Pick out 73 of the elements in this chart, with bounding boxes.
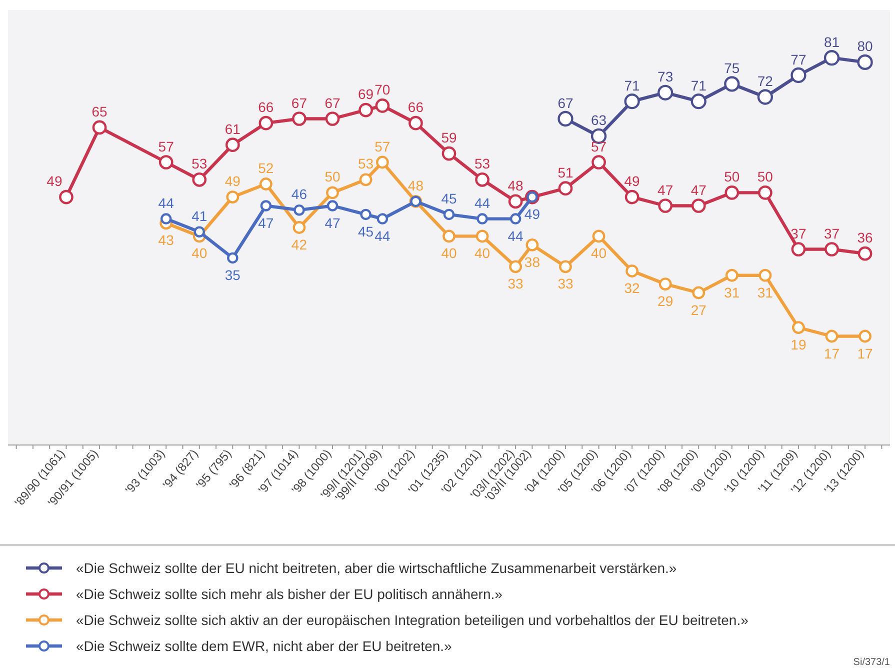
data-label: 57 bbox=[158, 138, 174, 154]
data-label: 42 bbox=[291, 236, 308, 252]
data-label: 49 bbox=[624, 173, 640, 190]
data-label: 61 bbox=[224, 120, 241, 137]
data-label: 70 bbox=[374, 82, 390, 98]
data-label: 47 bbox=[324, 214, 341, 231]
data-label: 48 bbox=[408, 177, 424, 194]
data-label: 40 bbox=[590, 245, 607, 262]
data-label: 33 bbox=[508, 276, 524, 292]
data-label: 29 bbox=[658, 293, 674, 310]
data-label: 80 bbox=[857, 38, 874, 54]
data-label: 50 bbox=[724, 168, 740, 185]
data-label: 69 bbox=[358, 86, 374, 102]
data-label: 72 bbox=[757, 73, 774, 89]
legend-label: «Die Schweiz sollte sich aktiv an der europäischen Integration beteiligen und vorbehaltlos der EU beitreten.» bbox=[76, 612, 749, 628]
text: Si/373/1 bbox=[853, 657, 890, 668]
data-label: 44 bbox=[474, 194, 490, 211]
data-label: 17 bbox=[824, 345, 840, 362]
data-label: 45 bbox=[358, 223, 374, 240]
data-label: 53 bbox=[192, 156, 208, 172]
data-label: 67 bbox=[324, 94, 341, 111]
data-label: 66 bbox=[408, 99, 424, 116]
data-label: 49 bbox=[224, 173, 241, 190]
data-label: 44 bbox=[158, 194, 174, 211]
data-label: 27 bbox=[690, 302, 707, 318]
data-label: 51 bbox=[558, 164, 574, 180]
data-label: 59 bbox=[441, 130, 457, 146]
data-label: 36 bbox=[857, 230, 874, 246]
data-label: 81 bbox=[824, 34, 840, 50]
data-label: 57 bbox=[374, 138, 390, 154]
legend-label: «Die Schweiz sollte sich mehr als bisher der EU politisch annähern.» bbox=[76, 586, 503, 602]
data-label: 40 bbox=[474, 245, 490, 262]
legend-label: «Die Schweiz sollte dem EWR, nicht aber der EU beitreten.» bbox=[76, 638, 452, 654]
data-label: 67 bbox=[291, 94, 308, 111]
data-label: 65 bbox=[92, 103, 108, 120]
data-label: 50 bbox=[757, 168, 774, 185]
data-label: 73 bbox=[658, 68, 674, 85]
data-label: 43 bbox=[158, 232, 174, 248]
data-label: 44 bbox=[374, 228, 390, 244]
data-label: 19 bbox=[790, 336, 806, 353]
data-label: 77 bbox=[790, 51, 806, 68]
data-label: 53 bbox=[358, 156, 374, 172]
data-label: 47 bbox=[258, 214, 274, 231]
data-label: 44 bbox=[508, 228, 524, 244]
data-label: 17 bbox=[857, 345, 874, 362]
data-label: 71 bbox=[690, 77, 707, 94]
data-label: 53 bbox=[474, 156, 490, 172]
data-label: 47 bbox=[690, 182, 707, 198]
data-label: 41 bbox=[192, 208, 208, 224]
data-label: 47 bbox=[658, 182, 674, 198]
data-label: 75 bbox=[724, 60, 740, 76]
data-label: 37 bbox=[824, 225, 840, 242]
data-label: 63 bbox=[590, 112, 607, 128]
data-label: 38 bbox=[524, 254, 540, 270]
data-label: 40 bbox=[441, 245, 457, 262]
data-label: 66 bbox=[258, 99, 274, 116]
data-label: 46 bbox=[291, 186, 308, 202]
data-label: 40 bbox=[192, 245, 208, 262]
data-label: 31 bbox=[724, 284, 740, 300]
legend-label: «Die Schweiz sollte der EU nicht beitreten, aber die wirtschaftliche Zusammenarbeit verstärken.» bbox=[76, 560, 677, 576]
data-label: 57 bbox=[590, 138, 607, 154]
data-label: 33 bbox=[558, 276, 574, 292]
data-label: 50 bbox=[324, 168, 341, 185]
data-label: 49 bbox=[524, 206, 540, 222]
data-label: 35 bbox=[224, 266, 241, 283]
data-label: 67 bbox=[558, 94, 574, 111]
data-label: 49 bbox=[46, 173, 62, 190]
data-label: 71 bbox=[624, 77, 640, 94]
data-label: 48 bbox=[508, 177, 524, 194]
data-label: 45 bbox=[441, 190, 457, 206]
data-label: 52 bbox=[258, 160, 274, 176]
data-label: 32 bbox=[624, 280, 640, 296]
data-label: 31 bbox=[757, 284, 774, 300]
